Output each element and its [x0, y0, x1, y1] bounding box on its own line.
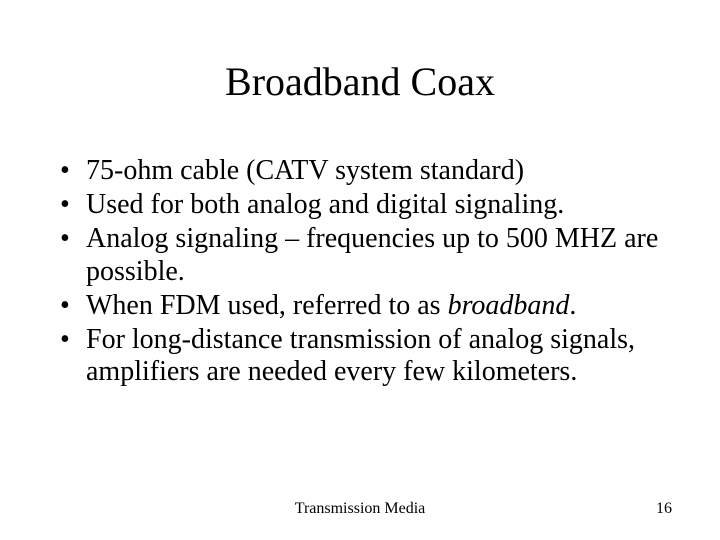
bullet-icon: • [60, 155, 86, 187]
page-number: 16 [656, 500, 672, 518]
bullet-text: When FDM used, referred to as broadband. [86, 290, 660, 322]
bullet-text: 75-ohm cable (CATV system standard) [86, 155, 660, 187]
bullet-icon: • [60, 290, 86, 322]
bullet-text: Analog signaling – frequencies up to 500… [86, 223, 660, 287]
bullet-italic: broadband [448, 290, 570, 321]
list-item: • Analog signaling – frequencies up to 5… [60, 223, 660, 287]
list-item: • Used for both analog and digital signa… [60, 189, 660, 221]
bullet-icon: • [60, 324, 86, 356]
bullet-icon: • [60, 189, 86, 221]
bullet-text: Used for both analog and digital signali… [86, 189, 660, 221]
bullet-text: For long-distance transmission of analog… [86, 324, 660, 388]
footer-label: Transmission Media [0, 500, 720, 518]
slide: Broadband Coax • 75-ohm cable (CATV syst… [0, 0, 720, 540]
slide-title: Broadband Coax [0, 58, 720, 105]
list-item: • 75-ohm cable (CATV system standard) [60, 155, 660, 187]
bullet-pre: When FDM used, referred to as [86, 290, 448, 321]
slide-body: • 75-ohm cable (CATV system standard) • … [60, 155, 660, 390]
list-item: • For long-distance transmission of anal… [60, 324, 660, 388]
bullet-post: . [569, 290, 576, 321]
bullet-icon: • [60, 223, 86, 255]
list-item: • When FDM used, referred to as broadban… [60, 290, 660, 322]
